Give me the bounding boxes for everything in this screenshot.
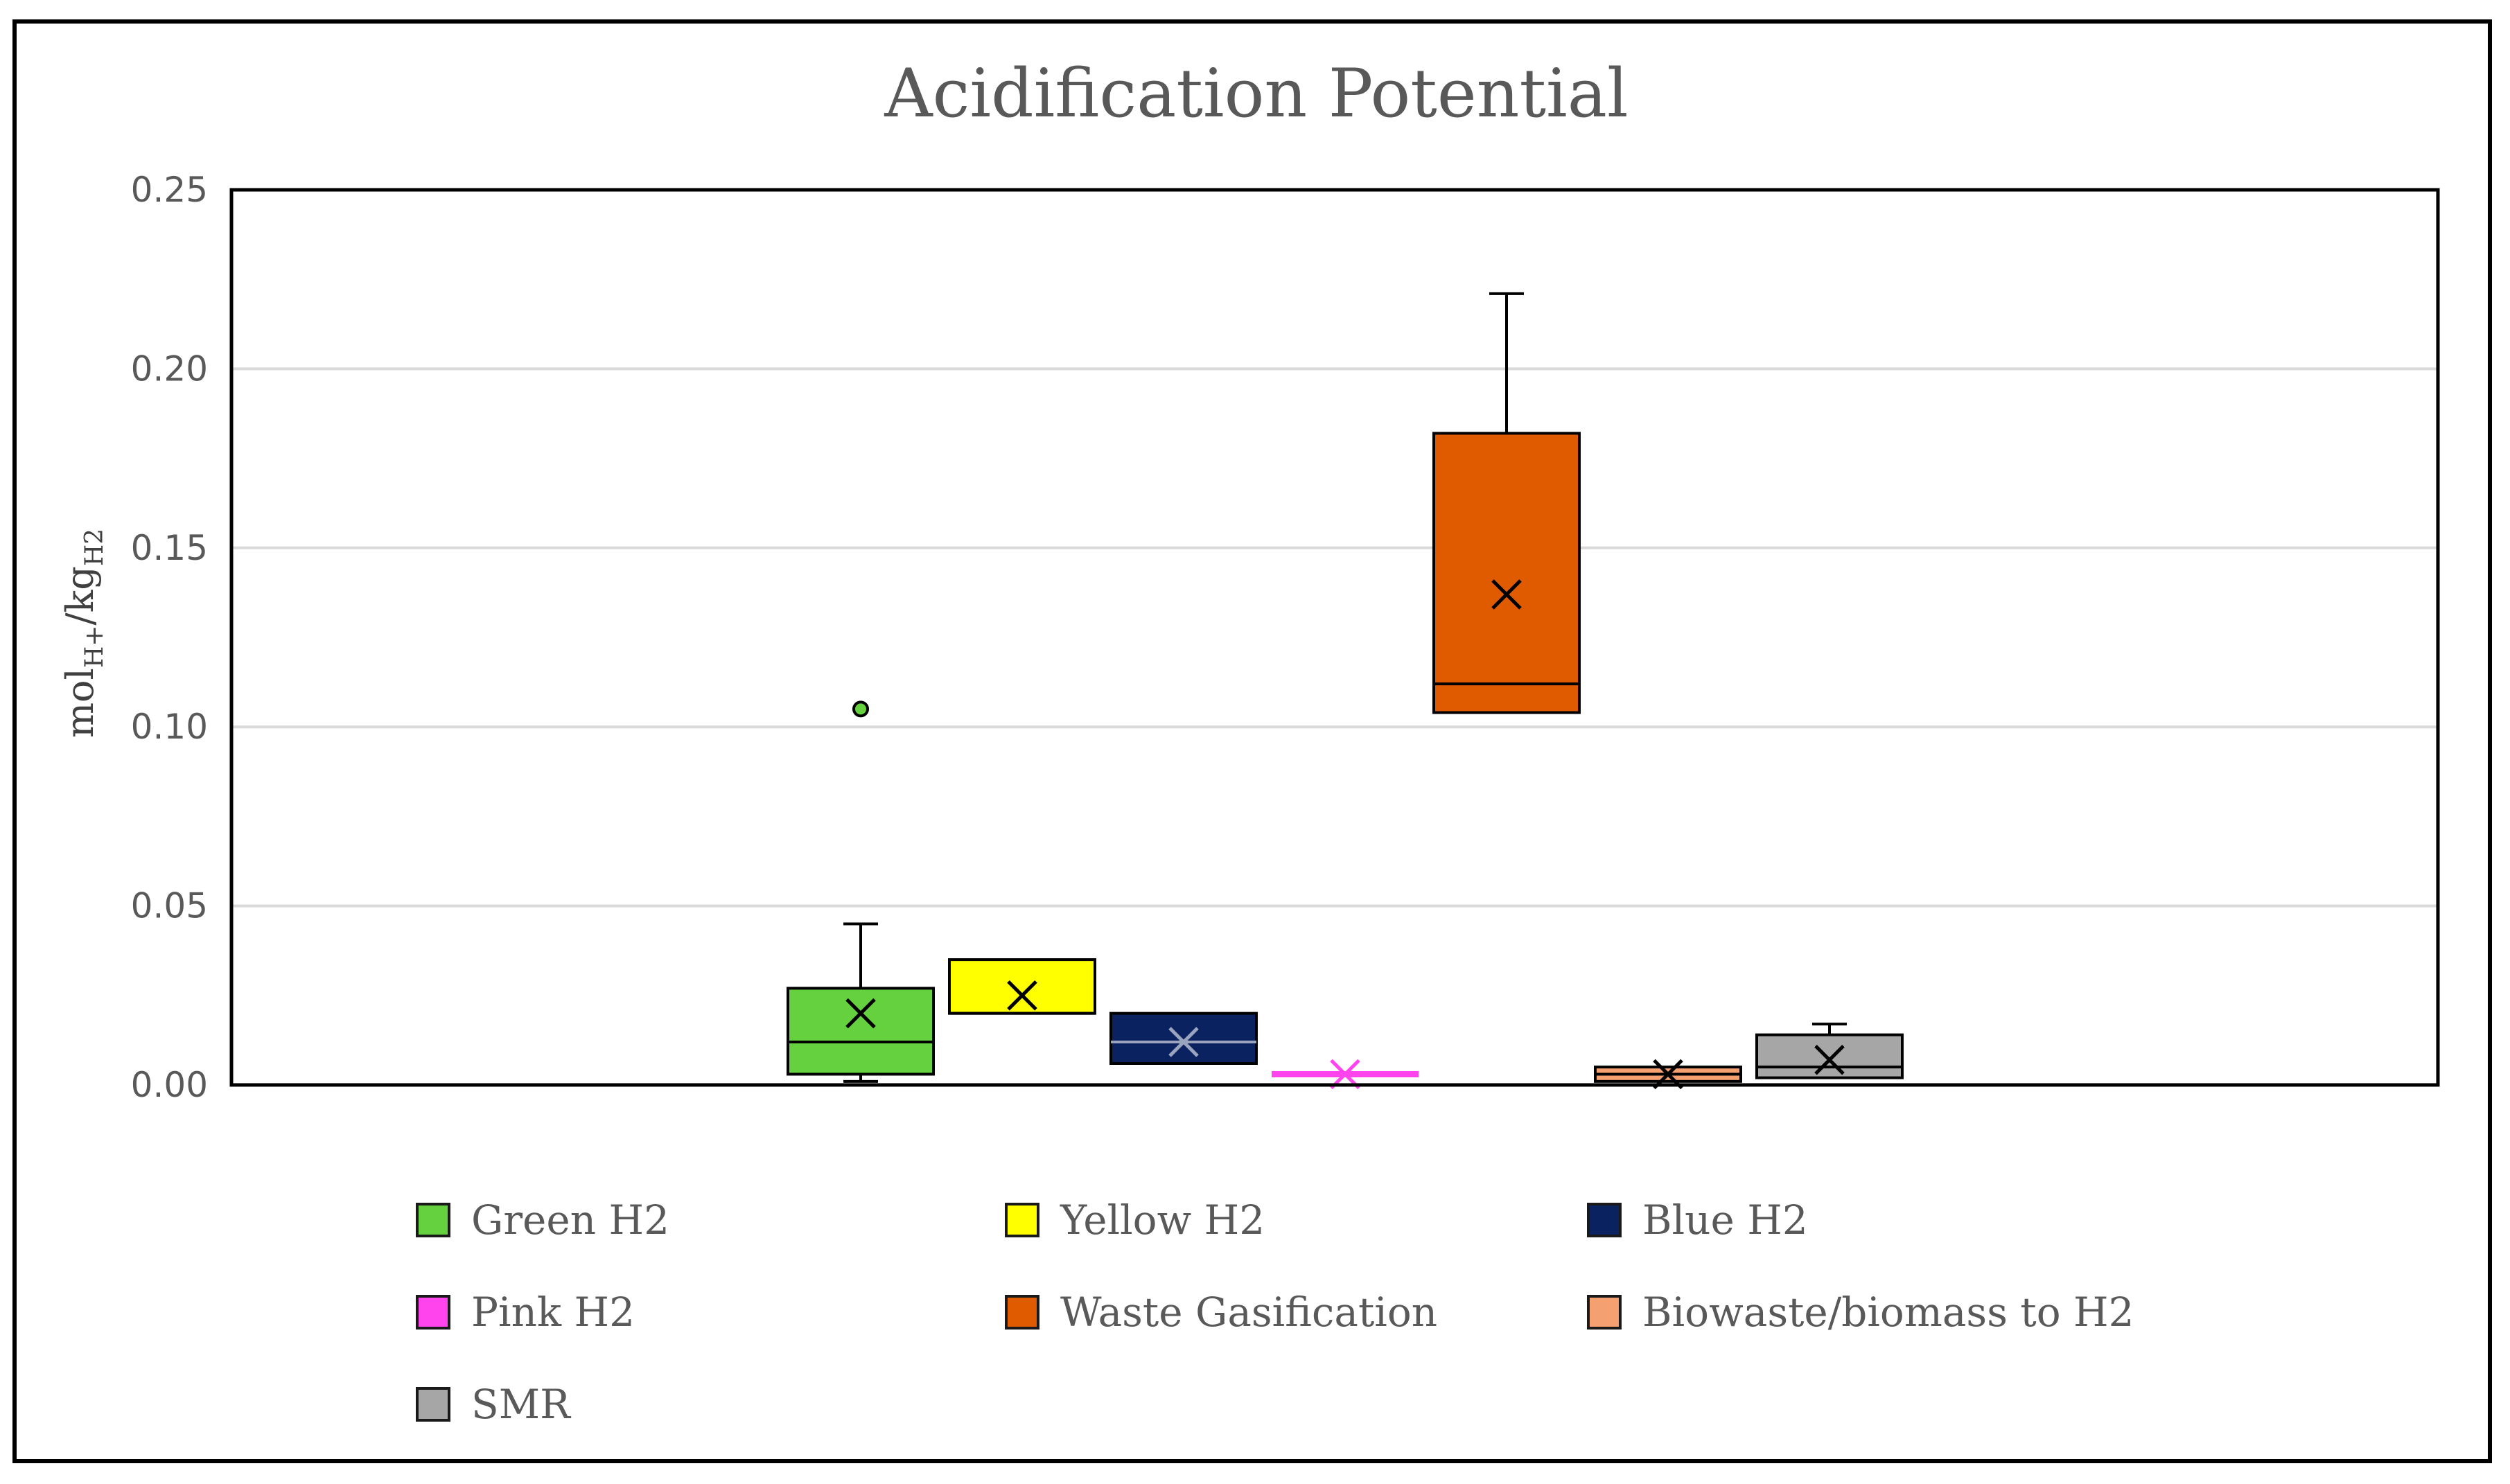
legend-swatch [1005, 1203, 1039, 1237]
y-tick-label: 0.00 [131, 1065, 208, 1105]
outlier-point [852, 700, 869, 718]
plot-area-border [229, 188, 2440, 1087]
mean-marker [1491, 579, 1522, 610]
box-green-h2 [787, 700, 935, 1083]
box-blue-h2 [1109, 1012, 1258, 1065]
box-iqr [1109, 1012, 1258, 1065]
y-axis-label: molH+/kgH2 [58, 529, 109, 738]
y-tick-label: 0.15 [131, 528, 208, 568]
box-iqr [948, 958, 1096, 1015]
box-plots [787, 292, 1904, 1090]
chart-frame: Acidification Potential 0.00 0.05 0.10 0.15… [12, 19, 2492, 1463]
legend-item: Green H2 [416, 1189, 669, 1251]
y-axis-label-mid: /kg [58, 566, 102, 625]
box-yellow-h2 [948, 958, 1096, 1015]
y-axis-ticks: 0.00 0.05 0.10 0.15 0.20 0.25 [131, 170, 208, 1105]
mean-marker [1814, 1045, 1845, 1075]
y-axis-label-sub1: H+ [80, 626, 109, 669]
legend-label: Green H2 [471, 1196, 669, 1244]
box-waste-gasification [1432, 292, 1581, 714]
legend-item: Biowaste/biomass to H2 [1587, 1281, 2134, 1343]
chart-title: Acidification Potential [884, 55, 1628, 132]
legend-item: Yellow H2 [1005, 1189, 1265, 1251]
legend-swatch [416, 1295, 450, 1330]
y-axis-label-main: mol [58, 668, 102, 738]
legend-swatch [1005, 1295, 1039, 1330]
legend-label: SMR [471, 1381, 570, 1428]
chart-legend: Green H2 Yellow H2 Blue H2 Pink H2 Waste Gas… [416, 1189, 2287, 1459]
box-smr [1755, 1023, 1904, 1079]
legend-swatch [1587, 1295, 1622, 1330]
chart-svg: Acidification Potential 0.00 0.05 0.10 0.15… [58, 55, 2440, 1105]
y-tick-label: 0.10 [131, 707, 208, 747]
legend-label: Pink H2 [471, 1289, 635, 1336]
legend-item: SMR [416, 1373, 570, 1436]
y-tick-label: 0.05 [131, 886, 208, 926]
box-iqr [787, 987, 935, 1076]
box-iqr [1432, 432, 1581, 714]
y-tick-label: 0.20 [131, 348, 208, 389]
legend-label: Yellow H2 [1060, 1196, 1265, 1244]
mean-marker [1168, 1027, 1199, 1057]
legend-item: Waste Gasification [1005, 1281, 1437, 1343]
y-axis-label-sub2: H2 [80, 529, 109, 566]
legend-item: Blue H2 [1587, 1189, 1808, 1251]
legend-swatch [1587, 1203, 1622, 1237]
legend-label: Waste Gasification [1060, 1289, 1438, 1336]
legend-swatch [416, 1203, 450, 1237]
legend-item: Pink H2 [416, 1281, 635, 1343]
grid-lines [231, 367, 2438, 908]
legend-label: Blue H2 [1642, 1196, 1808, 1244]
legend-label: Biowaste/biomass to H2 [1642, 1289, 2134, 1336]
box-iqr [1755, 1033, 1904, 1079]
mean-marker [845, 998, 876, 1029]
mean-marker [1007, 980, 1037, 1011]
legend-swatch [416, 1387, 450, 1422]
y-tick-label: 0.25 [131, 170, 208, 210]
